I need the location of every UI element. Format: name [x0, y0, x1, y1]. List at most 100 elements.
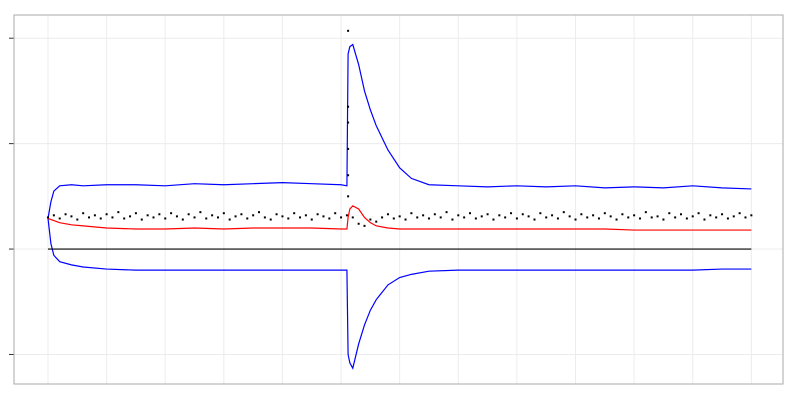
scatter-point [738, 212, 741, 215]
scatter-point [633, 214, 636, 217]
scatter-point [627, 216, 630, 219]
scatter-point [539, 212, 542, 215]
scatter-point [293, 212, 296, 215]
scatter-point [545, 216, 548, 219]
scatter-point [82, 212, 85, 215]
scatter-point [175, 215, 178, 218]
scatter-point [99, 217, 102, 220]
scatter-point [299, 216, 302, 219]
scatter-point [527, 215, 530, 218]
scatter-point [574, 218, 577, 221]
scatter-point [216, 216, 219, 219]
scatter-point [105, 213, 108, 216]
scatter-point [410, 212, 413, 215]
scatter-point [252, 214, 255, 217]
scatter-point [375, 220, 378, 223]
scatter-point [445, 211, 448, 214]
scatter-point [70, 215, 73, 218]
scatter-point [662, 218, 665, 221]
scatter-point [474, 217, 477, 220]
scatter-point [721, 213, 724, 216]
scatter-point [381, 216, 384, 219]
scatter-point [222, 212, 225, 215]
scatter-point [347, 195, 350, 198]
scatter-point [451, 218, 454, 221]
scatter-point [556, 217, 559, 220]
scatter-point [422, 214, 425, 217]
scatter-point [269, 218, 272, 221]
scatter-point [392, 217, 395, 220]
scatter-point [328, 217, 331, 220]
scatter-point [117, 211, 120, 214]
scatter-point [369, 218, 372, 221]
scatter-point [685, 217, 688, 220]
scatter-point [205, 217, 208, 220]
scatter-point [515, 217, 518, 220]
scatter-point [322, 215, 325, 218]
scatter-point [726, 217, 729, 220]
series-line [47, 43, 752, 219]
scatter-point [304, 214, 307, 217]
scatter-point [680, 213, 683, 216]
scatter-point [416, 216, 419, 219]
scatter-point [674, 216, 677, 219]
scatter-point [457, 214, 460, 217]
scatter-point [263, 216, 266, 219]
scatter-point [580, 213, 583, 216]
series-line [47, 218, 752, 370]
scatter-point [340, 216, 343, 219]
scatter-point [93, 214, 96, 217]
scatter-point [228, 218, 231, 221]
scatter-point [164, 217, 167, 220]
scatter-point [603, 212, 606, 215]
scatter-point [258, 211, 261, 214]
scatter-point [347, 147, 350, 150]
scatter-point [64, 213, 67, 216]
scatter-point [275, 213, 278, 216]
scatter-point [621, 213, 624, 216]
scatter-point [347, 174, 350, 177]
scatter-point [347, 121, 350, 124]
scatter-point [46, 216, 49, 219]
scatter-point [562, 211, 565, 214]
scatter-point [510, 212, 513, 215]
scatter-point [140, 218, 143, 221]
scatter-point [697, 212, 700, 215]
scatter-point [398, 215, 401, 218]
scatter-point [744, 216, 747, 219]
plot-frame [13, 14, 784, 385]
scatter-point [240, 213, 243, 216]
scatter-point [52, 214, 55, 217]
scatter-point [158, 213, 161, 216]
scatter-point [211, 214, 214, 217]
scatter-point [592, 214, 595, 217]
scatter-point [586, 216, 589, 219]
scatter-point [146, 214, 149, 217]
scatter-point [76, 218, 79, 221]
scatter-point [363, 224, 366, 227]
scatter-point [427, 217, 430, 220]
scatter-point [181, 218, 184, 221]
scatter-point [281, 215, 284, 218]
scatter-point [199, 211, 202, 214]
scatter-point [129, 215, 132, 218]
scatter-point [152, 216, 155, 219]
scatter-point [750, 214, 753, 217]
scatter-point [650, 216, 653, 219]
scatter-point [656, 215, 659, 218]
scatter-point [347, 29, 350, 32]
scatter-point [463, 216, 466, 219]
scatter-point [469, 212, 472, 215]
scatter-point [709, 214, 712, 217]
scatter-point [597, 217, 600, 220]
scatter-point [609, 215, 612, 218]
scatter-point [58, 217, 61, 220]
scatter-point [504, 216, 507, 219]
scatter-point [703, 218, 706, 221]
scatter-point [480, 215, 483, 218]
scatter-point [134, 212, 137, 215]
scatter-point [310, 218, 313, 221]
scatter-point [351, 216, 354, 219]
scatter-point [433, 213, 436, 216]
